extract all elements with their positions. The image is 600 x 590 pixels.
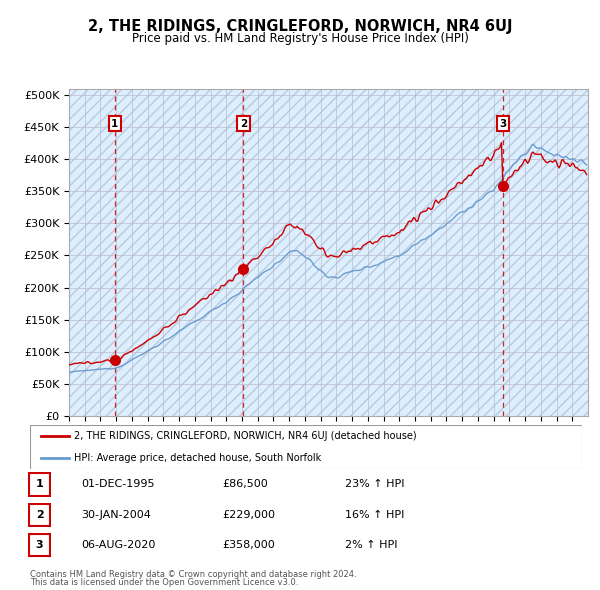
Text: 1: 1 (111, 119, 119, 129)
Text: 30-JAN-2004: 30-JAN-2004 (81, 510, 151, 520)
Text: 01-DEC-1995: 01-DEC-1995 (81, 480, 155, 489)
Text: 2, THE RIDINGS, CRINGLEFORD, NORWICH, NR4 6UJ: 2, THE RIDINGS, CRINGLEFORD, NORWICH, NR… (88, 19, 512, 34)
Text: 23% ↑ HPI: 23% ↑ HPI (345, 480, 404, 489)
Text: HPI: Average price, detached house, South Norfolk: HPI: Average price, detached house, Sout… (74, 453, 322, 463)
Text: £358,000: £358,000 (222, 540, 275, 550)
Text: 3: 3 (499, 119, 506, 129)
Text: Price paid vs. HM Land Registry's House Price Index (HPI): Price paid vs. HM Land Registry's House … (131, 32, 469, 45)
Text: This data is licensed under the Open Government Licence v3.0.: This data is licensed under the Open Gov… (30, 578, 298, 587)
Text: Contains HM Land Registry data © Crown copyright and database right 2024.: Contains HM Land Registry data © Crown c… (30, 570, 356, 579)
Text: 16% ↑ HPI: 16% ↑ HPI (345, 510, 404, 520)
Text: 2: 2 (239, 119, 247, 129)
Text: 06-AUG-2020: 06-AUG-2020 (81, 540, 155, 550)
Text: 2% ↑ HPI: 2% ↑ HPI (345, 540, 398, 550)
Text: £86,500: £86,500 (222, 480, 268, 489)
Text: 1: 1 (36, 480, 43, 489)
Text: 2: 2 (36, 510, 43, 520)
Text: 2, THE RIDINGS, CRINGLEFORD, NORWICH, NR4 6UJ (detached house): 2, THE RIDINGS, CRINGLEFORD, NORWICH, NR… (74, 431, 417, 441)
Text: £229,000: £229,000 (222, 510, 275, 520)
Text: 3: 3 (36, 540, 43, 550)
